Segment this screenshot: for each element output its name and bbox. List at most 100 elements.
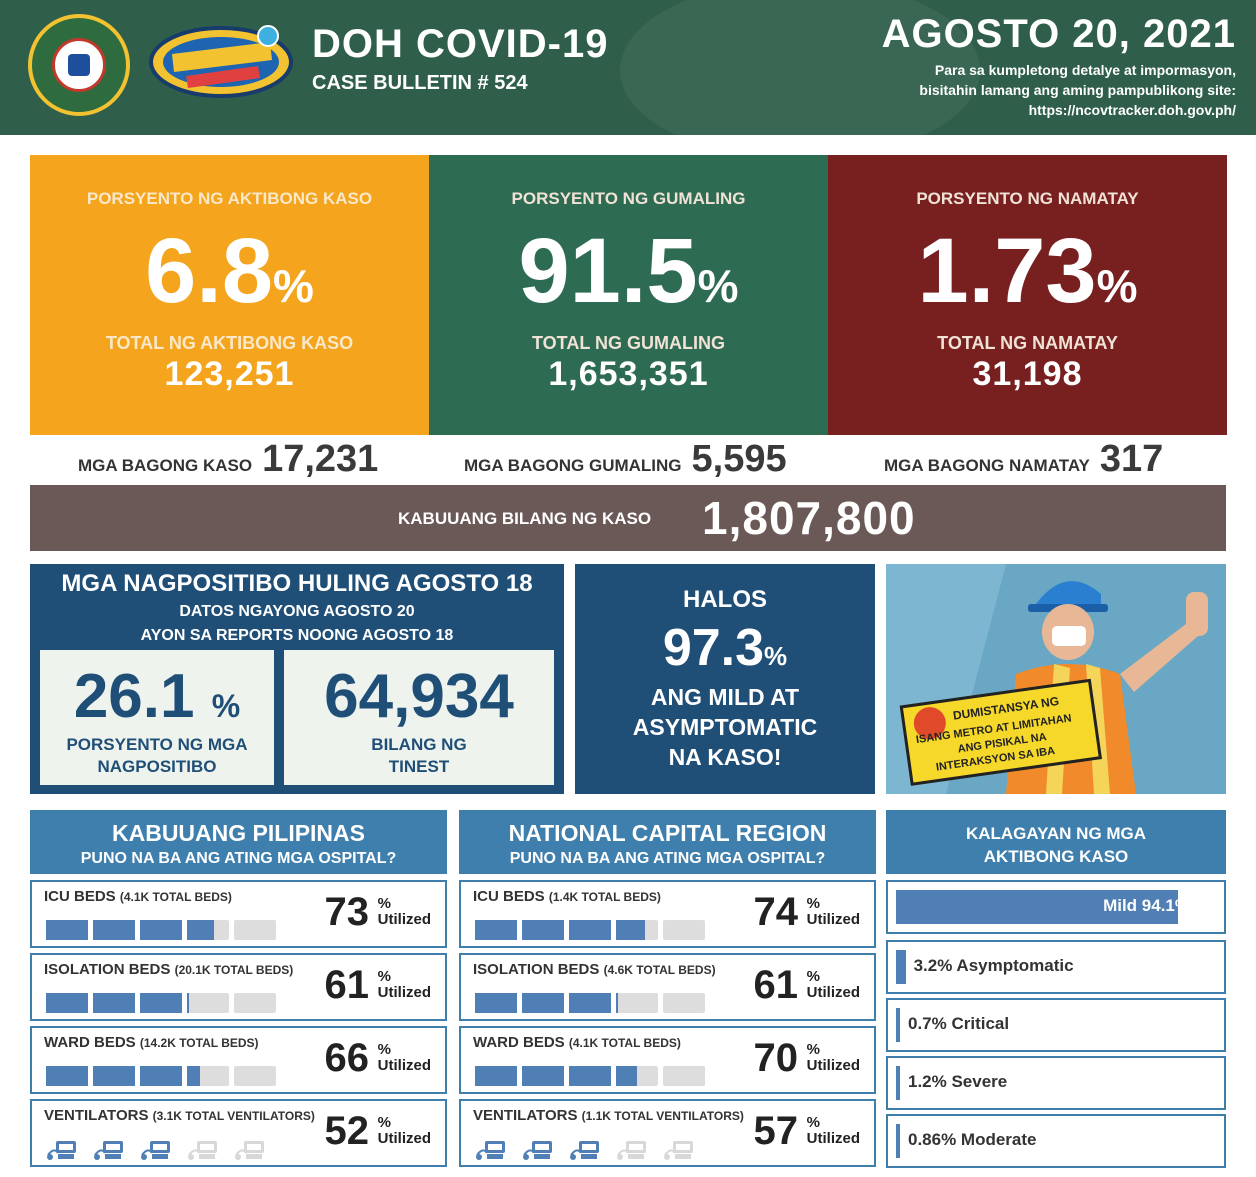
doh-seal-logo (28, 14, 130, 116)
status-item: 3.2% Asymptomatic (886, 940, 1226, 994)
ph-row-icu-beds: ICU BEDS (4.1K TOTAL BEDS) 73% Utilized (30, 880, 447, 948)
bed-icon (140, 1066, 182, 1086)
bed-icon (616, 993, 658, 1013)
row-label: WARD BEDS (4.1K TOTAL BEDS) (473, 1034, 681, 1051)
ventilator-icon (664, 1141, 693, 1160)
bed-icon (663, 920, 705, 940)
bed-icon (187, 920, 229, 940)
ph-row-ventilators: VENTILATORS (3.1K TOTAL VENTILATORS) 52% U… (30, 1099, 447, 1167)
utilization-value: 57 (753, 1109, 799, 1153)
ventilator-icon (617, 1141, 646, 1160)
ph-row-isolation-beds: ISOLATION BEDS (20.1K TOTAL BEDS) 61% Util… (30, 953, 447, 1021)
positivity-title: MGA NAGPOSITIBO HULING AGOSTO 18 (61, 570, 533, 597)
recovered-percent-value: 91.5% (518, 220, 739, 322)
utilization-bars (46, 993, 286, 1015)
bed-icon (140, 920, 182, 940)
bed-icon (616, 920, 658, 940)
bed-icon (616, 1066, 658, 1086)
bed-icon (46, 1066, 88, 1086)
positivity-rate-value: 26.1 % (73, 662, 241, 731)
utilized-label: % Utilized (806, 1041, 860, 1074)
mild-pre-label: HALOS (683, 586, 767, 613)
bulletin-number: CASE BULLETIN # 524 (312, 72, 528, 94)
worker-illustration: DUMISTANSYA NG ISANG METRO AT LIMITAHAN … (886, 564, 1226, 794)
utilized-label: % Utilized (377, 1041, 431, 1074)
ncr-row-isolation-beds: ISOLATION BEDS (4.6K TOTAL BEDS) 61% Utili… (459, 953, 876, 1021)
tested-count-value: 64,934 (324, 662, 514, 731)
utilized-label: % Utilized (377, 895, 431, 928)
bed-icon (569, 920, 611, 940)
new-cases-value: 17,231 (262, 438, 379, 480)
ncr-row-ventilators: VENTILATORS (1.1K TOTAL VENTILATORS) 57% U… (459, 1099, 876, 1167)
distancing-illustration: DUMISTANSYA NG ISANG METRO AT LIMITAHAN … (886, 564, 1226, 794)
status-bar (896, 950, 906, 984)
active-percent-label: PORSYENTO NG AKTIBONG KASO (86, 189, 373, 208)
utilization-bars (475, 920, 715, 942)
row-label: VENTILATORS (1.1K TOTAL VENTILATORS) (473, 1107, 744, 1124)
utilization-value: 61 (324, 963, 370, 1007)
header-banner: DOH COVID-19 CASE BULLETIN # 524 AGOSTO … (0, 0, 1256, 135)
utilized-label: % Utilized (806, 1114, 860, 1147)
utilized-label: % Utilized (377, 1114, 431, 1147)
utilization-value: 70 (753, 1036, 799, 1080)
info-url-link[interactable]: https://ncovtracker.doh.gov.ph/ (1028, 102, 1236, 118)
info-text: Para sa kumpletong detalye at impormasyo… (816, 60, 1236, 120)
utilized-label: % Utilized (377, 968, 431, 1001)
status-label: 0.86% Moderate (908, 1130, 1037, 1149)
utilization-value: 74 (753, 890, 799, 934)
status-title: KALAGAYAN NG MGA AKTIBONG KASO (965, 824, 1147, 866)
status-bar (896, 1008, 900, 1042)
new-deaths-value: 317 (1099, 438, 1164, 480)
header-decoration (620, 0, 980, 135)
row-label: WARD BEDS (14.2K TOTAL BEDS) (44, 1034, 259, 1051)
deaths-card: PORSYENTO NG NAMATAY 1.73% TOTAL NG NAMA… (828, 155, 1227, 435)
bed-icon (234, 1066, 276, 1086)
positivity-sub-2: AYON SA REPORTS NOONG AGOSTO 18 (140, 627, 454, 644)
utilization-bars (475, 1066, 715, 1088)
active-percent-value: 6.8% (145, 220, 314, 322)
tested-count-box: 64,934 BILANG NG TINEST (284, 650, 554, 785)
total-cases-value: 1,807,800 (702, 492, 916, 544)
recovered-total-label: TOTAL NG GUMALING (532, 333, 725, 353)
utilization-bars (46, 1066, 286, 1088)
bed-icon (46, 920, 88, 940)
positivity-rate-box: 26.1 % PORSYENTO NG MGA NAGPOSITIBO (40, 650, 274, 785)
ventilator-icon (523, 1141, 552, 1160)
new-deaths: MGA BAGONG NAMATAY 317 (884, 438, 1163, 484)
bulletin-date: AGOSTO 20, 2021 (881, 12, 1236, 56)
new-recovered: MGA BAGONG GUMALING 5,595 (464, 438, 787, 484)
recovered-total-value: 1,653,351 (548, 355, 709, 393)
mild-cases-panel: HALOS 97.3% ANG MILD AT ASYMPTOMATIC NA KA… (575, 564, 875, 794)
bed-icon (663, 1066, 705, 1086)
status-label: Mild 94.1% (1103, 896, 1190, 915)
ph-section-title: KABUUANG PILIPINAS (111, 820, 365, 846)
ph-section-header: KABUUANG PILIPINAS PUNO NA BA ANG ATING … (30, 810, 447, 874)
ventilator-icon (476, 1141, 505, 1160)
deaths-percent-value: 1.73% (917, 220, 1138, 322)
bida-solusyon-logo (149, 25, 293, 98)
status-bar (896, 890, 1179, 924)
bed-icon (187, 1066, 229, 1086)
utilization-bars (475, 1139, 715, 1161)
active-cases-card: PORSYENTO NG AKTIBONG KASO 6.8% TOTAL NG… (30, 155, 429, 435)
bed-icon (46, 993, 88, 1013)
seal-core (68, 54, 90, 76)
bed-icon (93, 920, 135, 940)
status-label: 0.7% Critical (908, 1014, 1010, 1033)
ncr-section-subtitle: PUNO NA BA ANG ATING MGA OSPITAL? (509, 850, 826, 867)
ph-row-ward-beds: WARD BEDS (14.2K TOTAL BEDS) 66% Utilized (30, 1026, 447, 1094)
utilization-value: 73 (324, 890, 370, 934)
utilization-bars (46, 1139, 286, 1161)
info-line-1: Para sa kumpletong detalye at impormasyo… (934, 62, 1236, 78)
positivity-rate-label: PORSYENTO NG MGA NAGPOSITIBO (66, 735, 248, 776)
deaths-total-label: TOTAL NG NAMATAY (937, 333, 1118, 353)
ph-section-subtitle: PUNO NA BA ANG ATING MGA OSPITAL? (80, 850, 397, 867)
status-header: KALAGAYAN NG MGA AKTIBONG KASO (886, 810, 1226, 874)
info-line-2: bisitahin lamang ang aming pampublikong … (919, 82, 1236, 98)
bed-icon (522, 1066, 564, 1086)
ventilator-icon (570, 1141, 599, 1160)
bed-icon (93, 993, 135, 1013)
bed-icon (475, 920, 517, 940)
status-item: Mild 94.1% (886, 880, 1226, 934)
